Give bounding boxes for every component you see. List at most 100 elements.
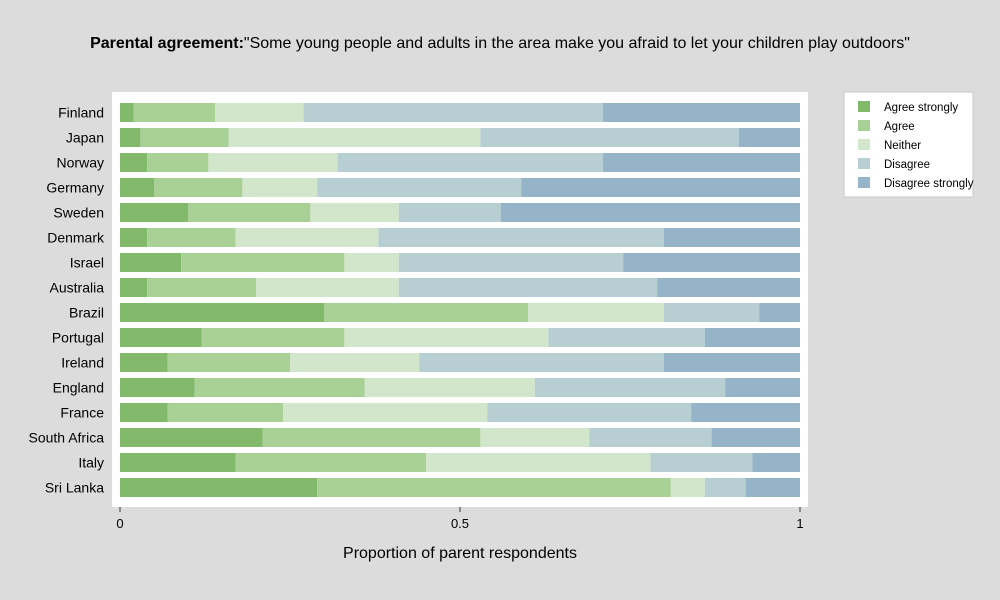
chart-title-bold: Parental agreement: xyxy=(90,35,244,52)
bar-sweden-agree xyxy=(188,203,311,222)
bar-england-disagree-strongly xyxy=(725,378,800,397)
bar-denmark-disagree xyxy=(378,228,664,247)
legend-swatch-disagree xyxy=(858,158,870,169)
category-label: Portugal xyxy=(52,330,104,346)
category-label: Australia xyxy=(50,280,105,296)
bar-australia-disagree-strongly xyxy=(657,278,800,297)
bar-japan-agree xyxy=(140,128,229,147)
category-label: Finland xyxy=(58,105,104,121)
bar-germany-neither xyxy=(242,178,318,197)
category-label: England xyxy=(53,380,104,396)
bar-sweden-disagree-strongly xyxy=(500,203,800,222)
bar-germany-disagree-strongly xyxy=(521,178,800,197)
category-label: Brazil xyxy=(69,305,104,321)
category-label: Sweden xyxy=(53,205,104,221)
category-label: Israel xyxy=(70,255,104,271)
bar-brazil-disagree-strongly xyxy=(759,303,800,322)
legend-label-agree: Agree xyxy=(884,121,915,133)
bar-sweden-agree-strongly xyxy=(120,203,188,222)
bar-sri-lanka-neither xyxy=(670,478,705,497)
category-label: Denmark xyxy=(47,230,105,246)
bar-norway-neither xyxy=(208,153,338,172)
chart-title-text: "Some young people and adults in the are… xyxy=(243,35,910,52)
category-label: Sri Lanka xyxy=(45,480,104,496)
bar-denmark-agree xyxy=(147,228,236,247)
bar-brazil-agree-strongly xyxy=(120,303,324,322)
bar-denmark-neither xyxy=(235,228,379,247)
bar-germany-agree xyxy=(154,178,243,197)
bar-ireland-disagree-strongly xyxy=(664,353,800,372)
bar-south-africa-disagree-strongly xyxy=(711,428,800,447)
bar-south-africa-neither xyxy=(480,428,590,447)
bar-portugal-disagree xyxy=(548,328,705,347)
bar-israel-neither xyxy=(344,253,399,272)
bar-israel-agree xyxy=(181,253,345,272)
bar-portugal-agree xyxy=(201,328,345,347)
bar-finland-disagree xyxy=(303,103,603,122)
bar-ireland-agree xyxy=(167,353,290,372)
bar-sri-lanka-agree-strongly xyxy=(120,478,318,497)
chart-title: Parental agreement:"Some young people an… xyxy=(0,35,1000,53)
category-label: Italy xyxy=(78,455,104,471)
category-labels: Finland Japan Norway Germany Sweden Denmark Is… xyxy=(29,105,105,496)
category-label: Ireland xyxy=(61,355,104,371)
bar-brazil-agree xyxy=(324,303,528,322)
bar-israel-disagree xyxy=(398,253,624,272)
category-label: Germany xyxy=(46,180,104,196)
bar-australia-disagree xyxy=(398,278,658,297)
bar-italy-disagree-strongly xyxy=(752,453,800,472)
bar-italy-agree-strongly xyxy=(120,453,236,472)
bar-ireland-agree-strongly xyxy=(120,353,168,372)
legend-label-disagree: Disagree xyxy=(884,159,930,171)
legend-label-disagree-strongly: Disagree strongly xyxy=(884,178,974,190)
bar-australia-neither xyxy=(256,278,399,297)
bar-finland-neither xyxy=(215,103,304,122)
category-label: Japan xyxy=(66,130,104,146)
x-tick-label: 1 xyxy=(796,516,803,531)
bar-finland-agree xyxy=(133,103,216,122)
bar-norway-disagree xyxy=(337,153,603,172)
bar-germany-agree-strongly xyxy=(120,178,154,197)
legend-swatch-agree-strongly xyxy=(858,101,870,112)
bar-france-agree xyxy=(167,403,284,422)
bar-portugal-neither xyxy=(344,328,549,347)
x-tick-label: 0.5 xyxy=(451,516,469,531)
bar-italy-disagree xyxy=(650,453,753,472)
bar-france-disagree xyxy=(487,403,692,422)
bar-norway-agree-strongly xyxy=(120,153,148,172)
bar-france-disagree-strongly xyxy=(691,403,800,422)
bar-sweden-neither xyxy=(310,203,399,222)
bar-brazil-disagree xyxy=(664,303,760,322)
legend: Agree strongly Agree Neither Disagree Disagr… xyxy=(843,91,974,198)
category-label: South Africa xyxy=(29,430,105,446)
x-axis-title: Proportion of parent respondents xyxy=(343,545,577,562)
bar-ireland-neither xyxy=(290,353,420,372)
bar-france-agree-strongly xyxy=(120,403,168,422)
bar-australia-agree-strongly xyxy=(120,278,148,297)
legend-label-neither: Neither xyxy=(884,140,921,152)
legend-swatch-neither xyxy=(858,139,870,150)
bar-france-neither xyxy=(283,403,488,422)
bar-south-africa-agree-strongly xyxy=(120,428,263,447)
bar-denmark-agree-strongly xyxy=(120,228,148,247)
bar-sri-lanka-disagree-strongly xyxy=(745,478,800,497)
bar-finland-disagree-strongly xyxy=(602,103,800,122)
bar-england-neither xyxy=(364,378,535,397)
x-axis: 0 0.5 1 xyxy=(116,507,804,531)
bar-finland-agree-strongly xyxy=(120,103,134,122)
bar-norway-agree xyxy=(147,153,209,172)
bar-japan-disagree xyxy=(480,128,739,147)
bar-brazil-neither xyxy=(528,303,664,322)
bar-portugal-disagree-strongly xyxy=(704,328,800,347)
bar-israel-agree-strongly xyxy=(120,253,182,272)
bar-norway-disagree-strongly xyxy=(602,153,800,172)
bar-australia-agree xyxy=(147,278,256,297)
bar-japan-agree-strongly xyxy=(120,128,141,147)
bar-sweden-disagree xyxy=(398,203,501,222)
bar-germany-disagree xyxy=(317,178,522,197)
bar-england-agree xyxy=(194,378,365,397)
bar-sri-lanka-disagree xyxy=(704,478,746,497)
bar-ireland-disagree xyxy=(419,353,664,372)
bar-portugal-agree-strongly xyxy=(120,328,202,347)
